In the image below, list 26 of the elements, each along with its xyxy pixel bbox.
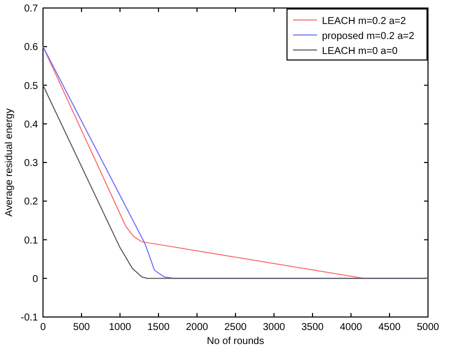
x-tick-label: 4000 [340, 322, 363, 333]
y-tick-label: 0.6 [24, 42, 38, 54]
x-tick-label: 3000 [262, 322, 286, 333]
x-tick-label: 2500 [224, 322, 248, 333]
y-tick-label: 0.5 [24, 80, 38, 92]
y-tick-label: -0.1 [20, 312, 38, 324]
y-axis-title: Average residual energy [4, 108, 15, 217]
x-tick-label: 0 [40, 322, 46, 333]
y-tick-label: 0.2 [24, 196, 38, 208]
x-tick-label: 1500 [147, 322, 170, 333]
x-tick-label: 3500 [301, 322, 324, 333]
line-series [42, 84, 428, 279]
x-tick-label: 4500 [378, 322, 402, 333]
y-tick-label: 0.3 [24, 158, 38, 169]
legend-label: proposed m=0.2 a=2 [322, 31, 415, 42]
y-tick-label: 0 [32, 274, 38, 285]
x-tick-label: 1000 [108, 322, 132, 333]
x-tick-label: 500 [73, 322, 90, 333]
x-axis-title: No of rounds [206, 336, 264, 347]
x-tick-label: 2000 [186, 322, 209, 333]
legend-label: LEACH m=0 a=0 [322, 46, 398, 57]
x-tick-label: 5000 [416, 322, 440, 333]
y-tick-label: 0.7 [24, 4, 38, 14]
legend-label: LEACH m=0.2 a=2 [322, 16, 406, 27]
y-tick-label: 0.1 [24, 235, 38, 246]
y-tick-label: 0.4 [24, 119, 38, 130]
